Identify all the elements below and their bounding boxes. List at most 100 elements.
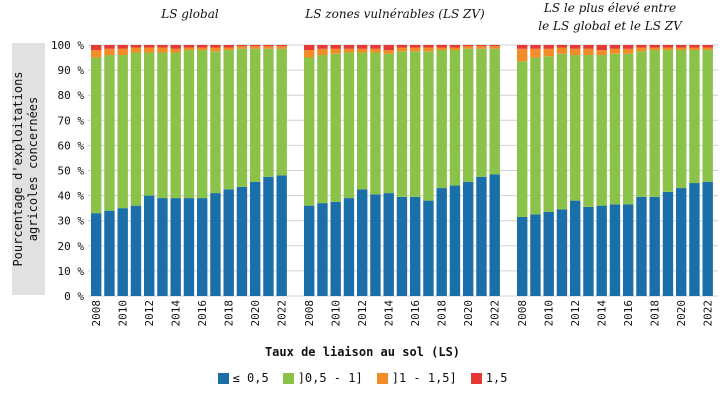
bar-p1-2013-s1	[157, 198, 168, 296]
bar-p3-2020-s1	[676, 188, 687, 296]
bar-p2-2012-s1	[357, 189, 368, 296]
bar-p1-2012-s1	[144, 195, 155, 296]
bar-p2-2009-s1	[317, 203, 328, 296]
bar-p3-2016-s3	[623, 48, 634, 54]
bar-p3-2011-s2	[556, 53, 568, 210]
y-tick-label-30: 30 %	[58, 215, 85, 228]
bar-p1-2021-s4	[263, 45, 274, 47]
bar-p2-2013-s2	[370, 52, 381, 195]
bar-p1-2017-s2	[210, 51, 221, 194]
bar-p3-2020-s4	[676, 45, 687, 48]
bar-p2-2014-s3	[383, 50, 394, 54]
x-tick-label-p1-2008: 2008	[90, 300, 103, 327]
bar-p3-2010-s4	[543, 45, 554, 49]
bar-p1-2021-s1	[263, 176, 274, 296]
bar-p3-2011-s1	[556, 209, 568, 296]
bar-p2-2021-s2	[476, 48, 487, 177]
y-tick-label-10: 10 %	[58, 265, 85, 278]
bar-p3-2015-s1	[609, 204, 621, 296]
bar-p2-2018-s4	[436, 45, 447, 48]
bar-p2-2011-s3	[343, 48, 355, 53]
bar-p3-2021-s4	[689, 45, 700, 48]
bar-p3-2019-s3	[662, 47, 674, 51]
bar-p1-2018-s2	[223, 50, 234, 190]
x-tick-label-p3-2016: 2016	[622, 300, 635, 327]
bar-p2-2021-s4	[476, 45, 487, 47]
bar-p3-2013-s1	[583, 206, 594, 296]
bar-p3-2017-s3	[636, 47, 647, 52]
bar-p2-2008-s4	[304, 45, 315, 51]
x-tick-label-p2-2018: 2018	[436, 300, 449, 327]
y-axis-label-box	[12, 43, 45, 295]
bar-p1-2012-s4	[144, 45, 155, 48]
bar-p3-2013-s2	[583, 55, 594, 207]
bar-p3-2022-s3	[702, 47, 713, 51]
bar-p3-2012-s4	[570, 45, 581, 49]
bar-p1-2009-s3	[104, 48, 115, 56]
bar-p3-2009-s2	[530, 57, 541, 215]
bar-p3-2010-s3	[543, 48, 554, 57]
bar-p3-2018-s4	[649, 45, 660, 48]
bar-p3-2022-s2	[702, 50, 713, 182]
bar-p2-2008-s3	[304, 50, 315, 58]
x-axis-label: Taux de liaison au sol (LS)	[264, 345, 461, 359]
bar-p3-2022-s1	[702, 181, 713, 296]
bar-p1-2014-s4	[170, 45, 181, 49]
bar-p2-2021-s3	[476, 46, 487, 49]
bar-p2-2009-s3	[317, 48, 328, 56]
bar-p1-2012-s2	[144, 52, 155, 196]
bar-p3-2008-s2	[517, 61, 528, 217]
bar-p3-2015-s4	[609, 45, 621, 49]
bar-p3-2017-s1	[636, 196, 647, 296]
bar-p1-2020-s1	[250, 181, 261, 296]
bar-p3-2021-s1	[689, 183, 700, 296]
bar-p3-2008-s1	[517, 216, 528, 296]
legend-label-le-0-5: ≤ 0,5	[232, 371, 269, 385]
bar-p2-2020-s1	[463, 181, 474, 296]
bar-p1-2008-s2	[91, 57, 102, 214]
bar-p2-2020-s4	[463, 45, 474, 47]
bar-p1-2008-s3	[91, 50, 102, 58]
bar-p3-2011-s4	[556, 45, 568, 48]
x-tick-label-p2-2022: 2022	[489, 300, 502, 327]
bar-p2-2012-s2	[357, 52, 368, 190]
x-tick-label-p3-2012: 2012	[569, 300, 582, 327]
bar-p1-2015-s1	[183, 198, 195, 296]
bar-p2-2011-s1	[343, 198, 355, 296]
bar-p1-2020-s4	[250, 45, 261, 47]
bar-p2-2013-s1	[370, 194, 381, 296]
bar-p3-2016-s4	[623, 45, 634, 49]
bar-p1-2022-s2	[276, 48, 287, 176]
bar-p2-2010-s4	[330, 45, 341, 49]
bar-p2-2010-s3	[330, 48, 341, 54]
bar-p2-2022-s2	[489, 48, 500, 175]
x-tick-label-p2-2016: 2016	[409, 300, 422, 327]
legend-swatch-1-1-5	[376, 372, 388, 384]
bar-p1-2013-s2	[157, 52, 168, 199]
bar-p3-2009-s4	[530, 45, 541, 49]
bar-p1-2017-s3	[210, 47, 221, 52]
bar-p3-2014-s1	[596, 205, 607, 296]
x-tick-label-p2-2020: 2020	[462, 300, 475, 327]
x-tick-label-p3-2020: 2020	[675, 300, 688, 327]
bar-p2-2011-s4	[343, 45, 355, 49]
bar-p2-2018-s1	[436, 188, 447, 296]
bar-p1-2011-s2	[130, 52, 142, 206]
bar-p3-2009-s3	[530, 48, 541, 58]
bar-p2-2022-s3	[489, 46, 500, 49]
bar-p2-2019-s4	[449, 45, 461, 48]
y-tick-label-20: 20 %	[58, 240, 85, 253]
bar-p1-2009-s2	[104, 55, 115, 211]
bar-p2-2013-s3	[370, 48, 381, 53]
bar-p3-2016-s1	[623, 204, 634, 296]
bar-p1-2016-s1	[197, 198, 208, 296]
bar-p2-2009-s4	[317, 45, 328, 49]
bar-p3-2008-s3	[517, 48, 528, 62]
bar-p3-2015-s3	[609, 48, 621, 54]
bar-p2-2015-s2	[396, 51, 408, 197]
bar-p1-2016-s3	[197, 47, 208, 51]
bar-p1-2022-s1	[276, 175, 287, 296]
x-tick-label-p1-2012: 2012	[143, 300, 156, 327]
x-tick-label-p1-2022: 2022	[276, 300, 289, 327]
bar-p2-2014-s4	[383, 45, 394, 51]
